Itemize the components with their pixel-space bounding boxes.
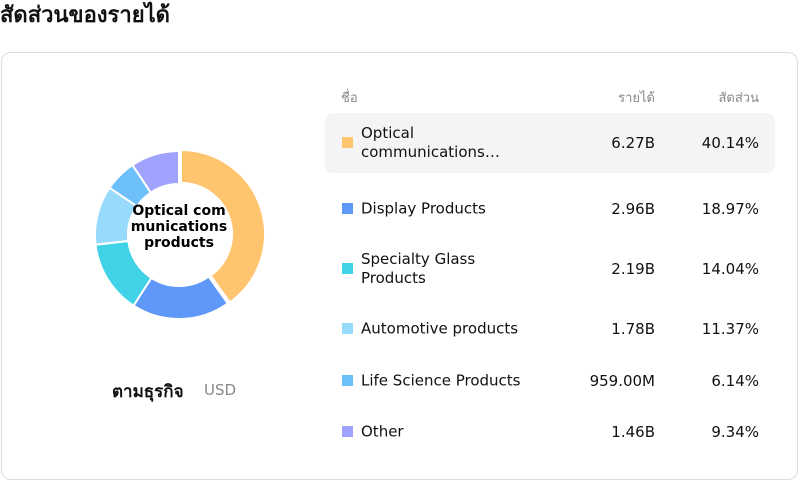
row-share: 14.04% (701, 260, 759, 278)
revenue-card (1, 52, 798, 480)
legend-swatch (342, 323, 353, 334)
donut-chart (94, 148, 266, 320)
donut-center-label: Optical communications products (130, 203, 228, 251)
row-revenue: 1.46B (611, 423, 655, 441)
row-name: Display Products (361, 199, 486, 218)
row-name: Specialty Glass Products (361, 250, 476, 287)
row-share: 6.14% (711, 372, 759, 390)
group-by-label: ตามธุรกิจ (112, 382, 184, 402)
currency-label: USD (204, 381, 237, 399)
row-name: Life Science Products (361, 371, 521, 390)
row-revenue: 2.96B (611, 200, 655, 218)
row-share: 9.34% (711, 423, 759, 441)
table-row[interactable]: Other 1.46B 9.34% (325, 402, 775, 462)
row-share: 11.37% (701, 320, 759, 338)
row-name: Optical communications… (361, 124, 500, 161)
legend-swatch (342, 137, 353, 148)
legend-swatch (342, 203, 353, 214)
row-revenue: 959.00M (589, 372, 655, 390)
donut-slice[interactable] (180, 148, 266, 304)
table-row[interactable]: Specialty Glass Products 2.19B 14.04% (325, 239, 775, 299)
row-revenue: 6.27B (611, 134, 655, 152)
table-row[interactable]: Automotive products 1.78B 11.37% (325, 299, 775, 359)
row-name: Other (361, 422, 404, 441)
header-revenue: รายได้ (618, 91, 655, 106)
page-title: สัดส่วนของรายได้ (0, 3, 170, 28)
row-share: 40.14% (701, 134, 759, 152)
row-share: 18.97% (701, 200, 759, 218)
table-row[interactable]: Life Science Products 959.00M 6.14% (325, 351, 775, 411)
row-name: Automotive products (361, 319, 519, 338)
table-row[interactable]: Optical communications… 6.27B 40.14% (325, 113, 775, 173)
row-revenue: 2.19B (611, 260, 655, 278)
legend-swatch (342, 375, 353, 386)
legend-swatch (342, 426, 353, 437)
table-row[interactable]: Display Products 2.96B 18.97% (325, 179, 775, 239)
donut-slice[interactable] (131, 149, 180, 194)
header-name: ชื่อ (341, 91, 358, 106)
legend-swatch (342, 263, 353, 274)
header-share: สัดส่วน (718, 91, 760, 106)
row-revenue: 1.78B (611, 320, 655, 338)
